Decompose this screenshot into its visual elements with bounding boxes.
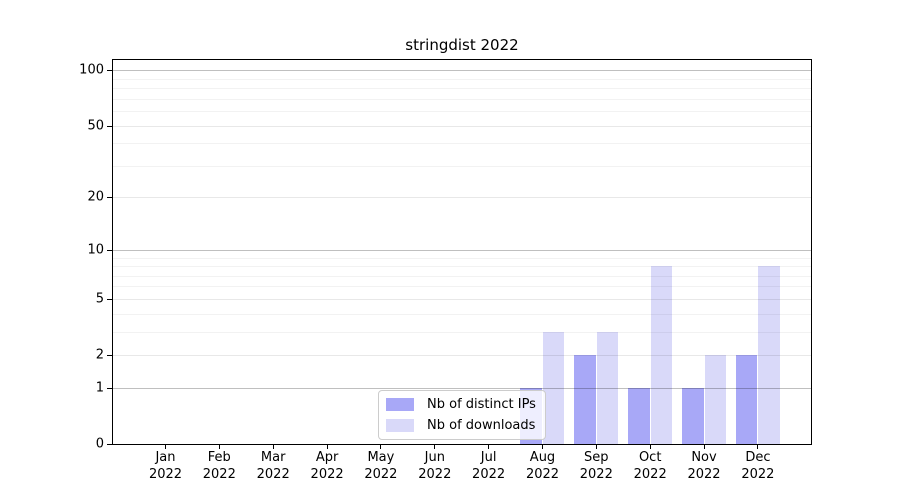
- x-tick-mark-oct: [649, 445, 651, 449]
- plot-area: Nb of distinct IPs Nb of downloads: [112, 59, 812, 445]
- x-tick-mark-jul: [488, 445, 490, 449]
- x-tick-mark-may: [380, 445, 382, 449]
- bars-layer: [113, 60, 811, 444]
- x-tick-label-month: Feb: [207, 450, 231, 465]
- x-tick-label-year: 2022: [202, 466, 236, 482]
- y-tick-mark-2: [107, 355, 112, 356]
- legend-row-downloads: Nb of downloads: [379, 417, 545, 435]
- y-tick-label-2: 2: [95, 347, 104, 363]
- x-tick-mark-dec: [757, 445, 759, 449]
- x-tick-label-month: Dec: [745, 450, 771, 465]
- x-tick-label-year: 2022: [525, 466, 560, 482]
- y-tick-label-50: 50: [87, 118, 104, 133]
- legend: Nb of distinct IPs Nb of downloads: [378, 390, 546, 440]
- y-tick-label-10: 10: [87, 242, 104, 258]
- y-tick-mark-1: [107, 387, 112, 389]
- y-tick-mark-50: [107, 125, 112, 127]
- y-tick-mark-100: [107, 70, 112, 72]
- y-tick-label-5: 5: [95, 291, 104, 307]
- x-tick-label-month: Apr: [315, 450, 339, 465]
- y-tick-mark-5: [107, 298, 112, 300]
- x-tick-label-month: Aug: [529, 450, 556, 465]
- x-tick-label-year: 2022: [418, 466, 452, 482]
- legend-label-ips: Nb of distinct IPs: [427, 397, 536, 412]
- x-tick-mark-mar: [272, 445, 274, 449]
- x-tick-label-month: Jan: [155, 450, 176, 465]
- bar-ips-dec: [735, 355, 758, 444]
- x-tick-label-dec: Dec 2022: [716, 450, 800, 483]
- x-tick-mark-aug: [542, 445, 543, 449]
- legend-row-ips: Nb of distinct IPs: [379, 396, 545, 414]
- bar-ips-oct: [628, 387, 650, 444]
- x-tick-label-feb: Feb 2022: [177, 450, 261, 483]
- x-tick-label-year: 2022: [687, 466, 721, 482]
- x-tick-label-jun: Jun 2022: [393, 450, 477, 483]
- x-tick-mark-apr: [326, 445, 328, 449]
- x-tick-label-year: 2022: [579, 466, 613, 482]
- x-tick-label-oct: Oct 2022: [608, 450, 692, 483]
- x-tick-label-year: 2022: [741, 466, 775, 482]
- x-tick-label-mar: Mar 2022: [231, 450, 315, 483]
- bar-downloads-sep: [596, 331, 619, 444]
- bar-downloads-oct: [650, 266, 673, 444]
- x-tick-label-may: May 2022: [339, 450, 423, 483]
- y-tick-label-100: 100: [79, 62, 104, 78]
- x-tick-label-month: May: [367, 450, 395, 465]
- chart-title: stringdist 2022: [405, 36, 519, 54]
- x-tick-mark-feb: [218, 445, 220, 449]
- x-tick-label-year: 2022: [633, 466, 667, 482]
- y-tick-label-0: 0: [95, 436, 104, 452]
- x-tick-label-year: 2022: [256, 466, 290, 482]
- x-tick-label-aug: Aug 2022: [501, 450, 585, 483]
- y-tick-label-1: 1: [95, 380, 104, 396]
- bar-downloads-aug: [542, 331, 565, 444]
- legend-swatch-ips: [386, 398, 414, 411]
- y-tick-label-20: 20: [87, 189, 104, 205]
- x-tick-label-month: Jul: [480, 450, 497, 465]
- y-tick-mark-20: [107, 197, 112, 199]
- x-tick-label-month: Nov: [691, 450, 717, 465]
- x-tick-label-year: 2022: [364, 466, 398, 482]
- y-tick-mark-10: [107, 249, 112, 251]
- bar-downloads-dec: [758, 266, 780, 444]
- x-tick-mark-sep: [595, 445, 597, 449]
- x-tick-label-year: 2022: [310, 466, 344, 482]
- legend-swatch-downloads: [386, 419, 414, 432]
- x-tick-label-sep: Sep 2022: [554, 450, 638, 483]
- x-tick-mark-nov: [703, 445, 705, 449]
- x-tick-label-month: Oct: [638, 450, 662, 465]
- x-tick-label-month: Sep: [584, 450, 609, 465]
- bar-ips-nov: [682, 387, 704, 444]
- x-tick-label-year: 2022: [148, 466, 183, 482]
- x-tick-label-apr: Apr 2022: [285, 450, 369, 483]
- x-tick-label-jan: Jan 2022: [124, 450, 208, 483]
- x-tick-label-month: Jun: [424, 450, 445, 465]
- x-tick-mark-jan: [165, 445, 166, 449]
- x-tick-mark-jun: [434, 445, 436, 449]
- x-tick-label-year: 2022: [472, 466, 506, 482]
- bar-downloads-nov: [704, 355, 726, 444]
- y-tick-mark-0: [107, 444, 112, 445]
- legend-label-downloads: Nb of downloads: [427, 418, 536, 433]
- bar-ips-sep: [574, 355, 596, 444]
- x-tick-label-month: Mar: [260, 450, 286, 465]
- x-tick-label-jul: Jul 2022: [447, 450, 531, 483]
- x-tick-label-nov: Nov 2022: [662, 450, 746, 483]
